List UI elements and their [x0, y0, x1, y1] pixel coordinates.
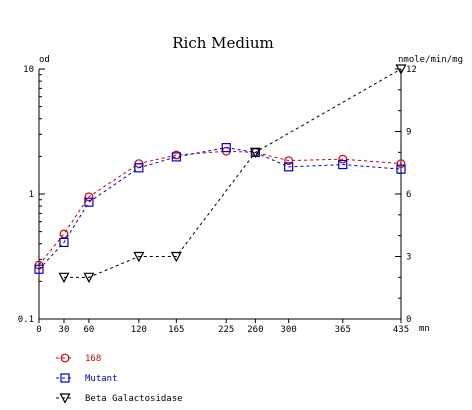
data-point	[34, 264, 44, 274]
legend-label: Beta Galactosidase	[85, 394, 183, 404]
data-point	[83, 272, 95, 284]
data-point	[338, 159, 348, 170]
x-tick-label: 60	[84, 325, 95, 335]
series-line	[38, 150, 402, 266]
x-tick-label: 365	[335, 325, 351, 335]
x-tick-label: 30	[59, 325, 70, 335]
data-point	[84, 197, 94, 207]
legend-marker	[60, 373, 70, 383]
y-left-tick-label: 0.1	[18, 315, 34, 325]
x-tick-label: 435	[393, 325, 409, 335]
series-line	[63, 68, 402, 278]
x-tick-label: 165	[168, 325, 184, 335]
y-right-tick-label: 9	[406, 128, 411, 138]
data-point	[221, 143, 231, 153]
y-left-axis-label: od	[39, 55, 50, 65]
legend-marker	[59, 393, 71, 404]
series-line	[38, 147, 402, 270]
legend: 168 Mutant Beta Galactosidase	[56, 353, 183, 404]
data-point	[134, 163, 144, 173]
legend-label: Mutant	[85, 374, 118, 384]
x-tick-label: 0	[36, 325, 41, 335]
y-right-tick-label: 0	[406, 315, 411, 325]
data-point	[171, 152, 181, 162]
y-left-tick-label: 10	[23, 65, 34, 75]
data-point	[396, 159, 406, 169]
data-point	[284, 156, 294, 166]
series-1	[34, 143, 406, 274]
plot-area	[34, 64, 407, 284]
data-point	[58, 272, 70, 284]
y-right-tick-label: 3	[406, 253, 411, 263]
x-tick-label: 260	[247, 325, 263, 335]
x-tick-label: 225	[218, 325, 234, 335]
y-right-axis-label: nmole/min/mg	[398, 55, 463, 65]
x-axis-label: mn	[419, 324, 430, 334]
series-0	[34, 146, 406, 270]
data-point	[395, 64, 407, 75]
x-tick-label: 300	[281, 325, 297, 335]
y-right-tick-label: 6	[406, 190, 411, 200]
y-left-tick-label: 1	[29, 190, 34, 200]
legend-label: 168	[85, 354, 101, 364]
y-right-tick-label: 12	[406, 65, 417, 75]
chart-title: Rich Medium	[172, 34, 273, 52]
data-point	[284, 162, 294, 172]
axes: 0 30 60 120 165 225 260 300 365 435 0.1 1 10 0 3 6 9 12	[18, 65, 417, 335]
legend-marker	[60, 353, 70, 363]
data-point	[59, 229, 69, 239]
data-point	[133, 251, 145, 263]
data-point	[396, 164, 406, 174]
data-point	[338, 154, 348, 164]
data-point	[249, 147, 261, 159]
data-point	[59, 237, 69, 248]
series-2	[58, 64, 407, 284]
data-point	[84, 192, 94, 202]
data-point	[170, 251, 182, 263]
x-tick-label: 120	[131, 325, 147, 335]
